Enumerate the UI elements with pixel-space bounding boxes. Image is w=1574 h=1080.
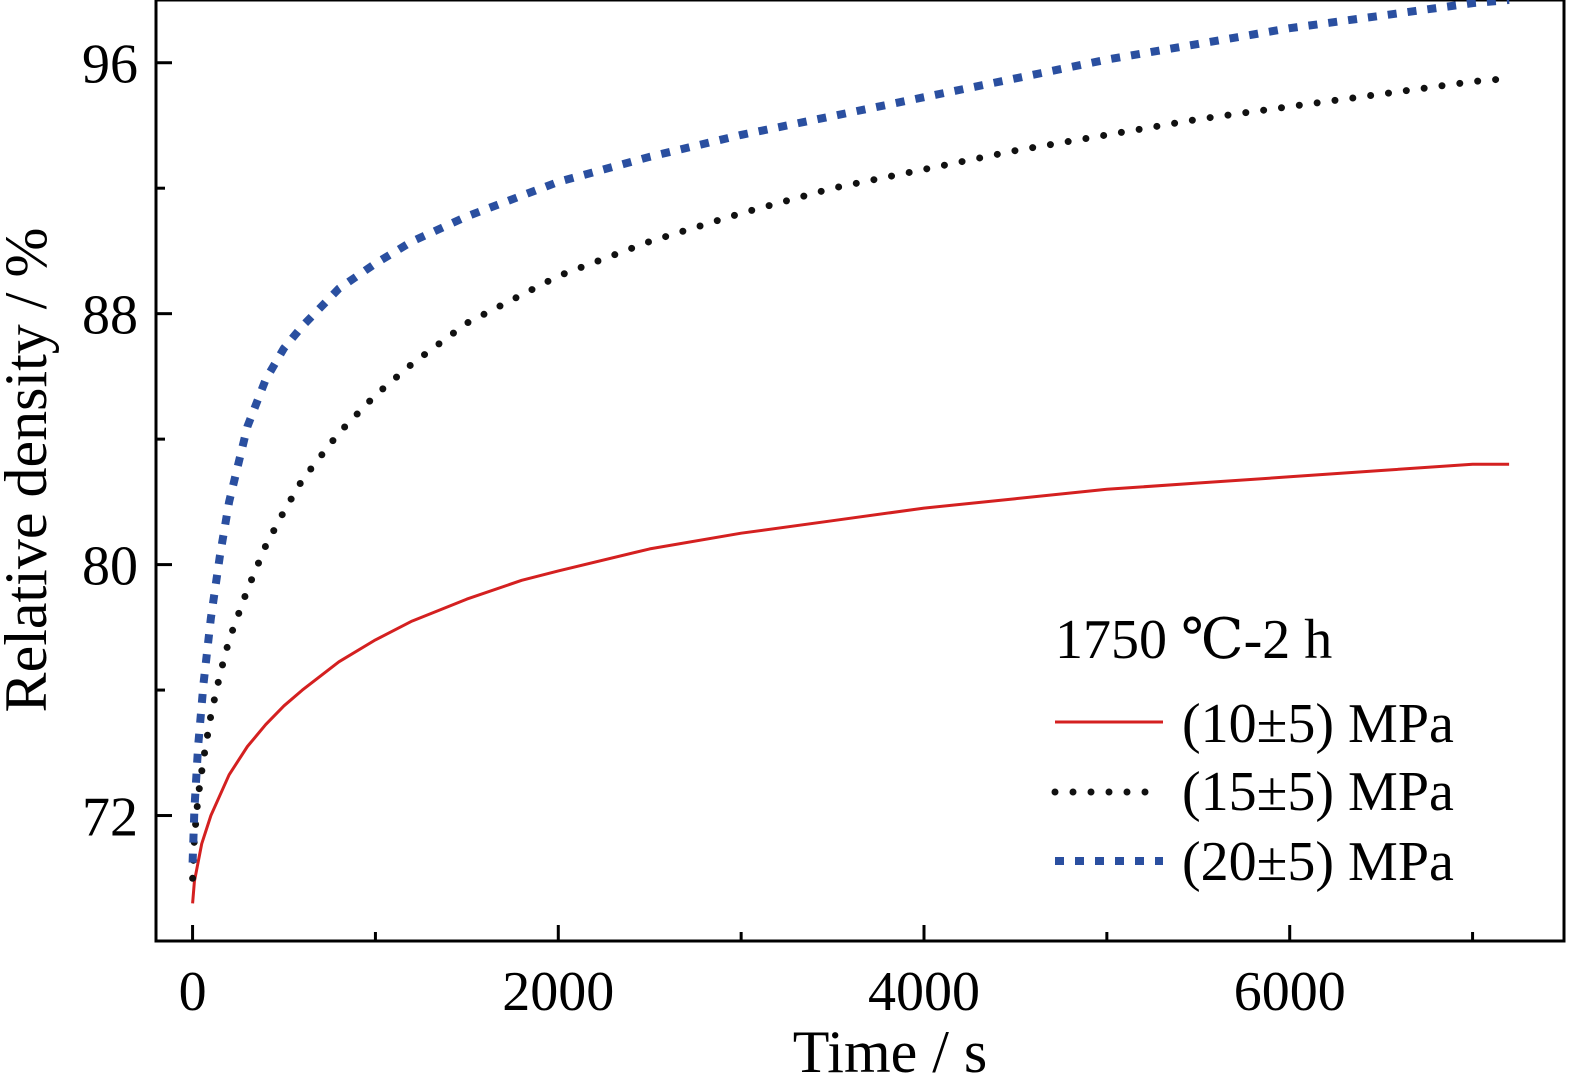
y-tick-label: 72 (82, 787, 138, 849)
y-axis-ticks: 72 80 88 96 (82, 34, 172, 943)
series-line-2 (189, 74, 1513, 882)
x-tick-label: 0 (179, 961, 207, 1023)
x-axis-label: Time / s (793, 1019, 988, 1080)
series-layer (188, 0, 1513, 904)
x-tick-label: 4000 (868, 961, 980, 1023)
legend: 1750 ℃-2 h (10±5) MPa (15±5) MPa (20±5) … (1051, 609, 1454, 893)
x-tick-label: 6000 (1234, 961, 1346, 1023)
series-line-3 (188, 0, 1510, 863)
legend-label-series-2: (15±5) MPa (1182, 761, 1454, 823)
y-tick-label: 88 (82, 285, 138, 347)
y-axis-label: Relative density / % (0, 228, 59, 713)
legend-label-series-3: (20±5) MPa (1182, 831, 1454, 893)
series-line-1 (191, 462, 1510, 904)
legend-label-series-1: (10±5) MPa (1182, 693, 1454, 755)
y-tick-label: 80 (82, 536, 138, 598)
y-tick-label: 96 (82, 34, 138, 96)
x-axis-ticks: 0 2000 4000 6000 (179, 925, 1475, 1023)
x-tick-label: 2000 (502, 961, 614, 1023)
plot-frame (154, 0, 1566, 943)
legend-title: 1750 ℃-2 h (1055, 609, 1332, 671)
